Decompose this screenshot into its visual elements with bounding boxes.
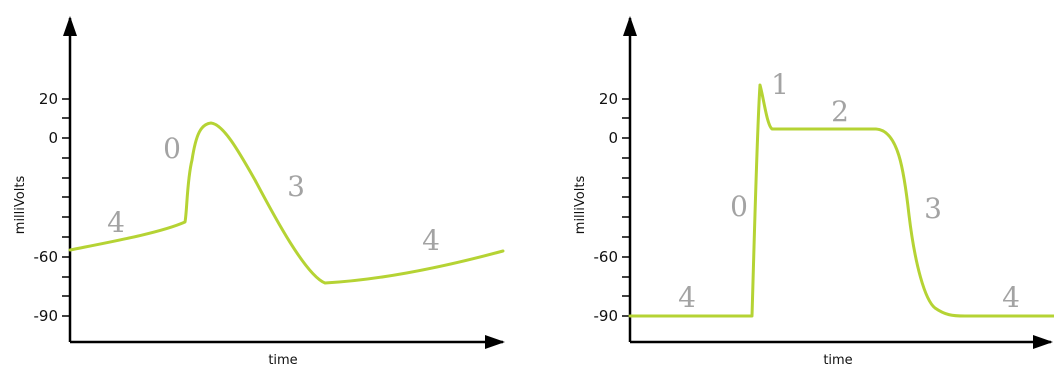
phase-label: 4 [1002,281,1020,314]
phase-label: 3 [287,170,305,203]
y-ticks-left [62,98,70,317]
phase-label: 2 [831,95,849,128]
phase-label: 4 [107,206,125,239]
y-axis-title: milliVolts [573,176,588,235]
chart-left: 20 0 -60 -90 milliVolts time 4 0 3 4 [13,16,505,368]
phase-label: 4 [678,281,696,314]
phase-label: 0 [163,132,181,165]
y-tick-label: -90 [34,307,59,325]
phase-label: 1 [771,68,789,101]
y-tick-label: 20 [39,90,58,108]
y-tick-label: -60 [34,248,59,266]
action-potential-curve [628,83,1054,318]
chart-right: 20 0 -60 -90 milliVolts time 4 0 1 2 3 4 [573,16,1054,368]
y-tick-label: -60 [594,248,619,266]
y-tick-label: 0 [48,129,58,147]
x-axis-title: time [823,353,852,368]
y-tick-label: 0 [608,129,618,147]
y-axis-title: milliVolts [13,176,28,235]
phase-label: 4 [422,224,440,257]
phase-label: 0 [730,190,748,223]
y-tick-label: -90 [594,307,619,325]
y-tick-label: 20 [599,90,618,108]
y-ticks-right [622,98,630,317]
phase-label: 3 [924,192,942,225]
x-axis-title: time [268,353,297,368]
action-potential-curve [68,121,505,285]
